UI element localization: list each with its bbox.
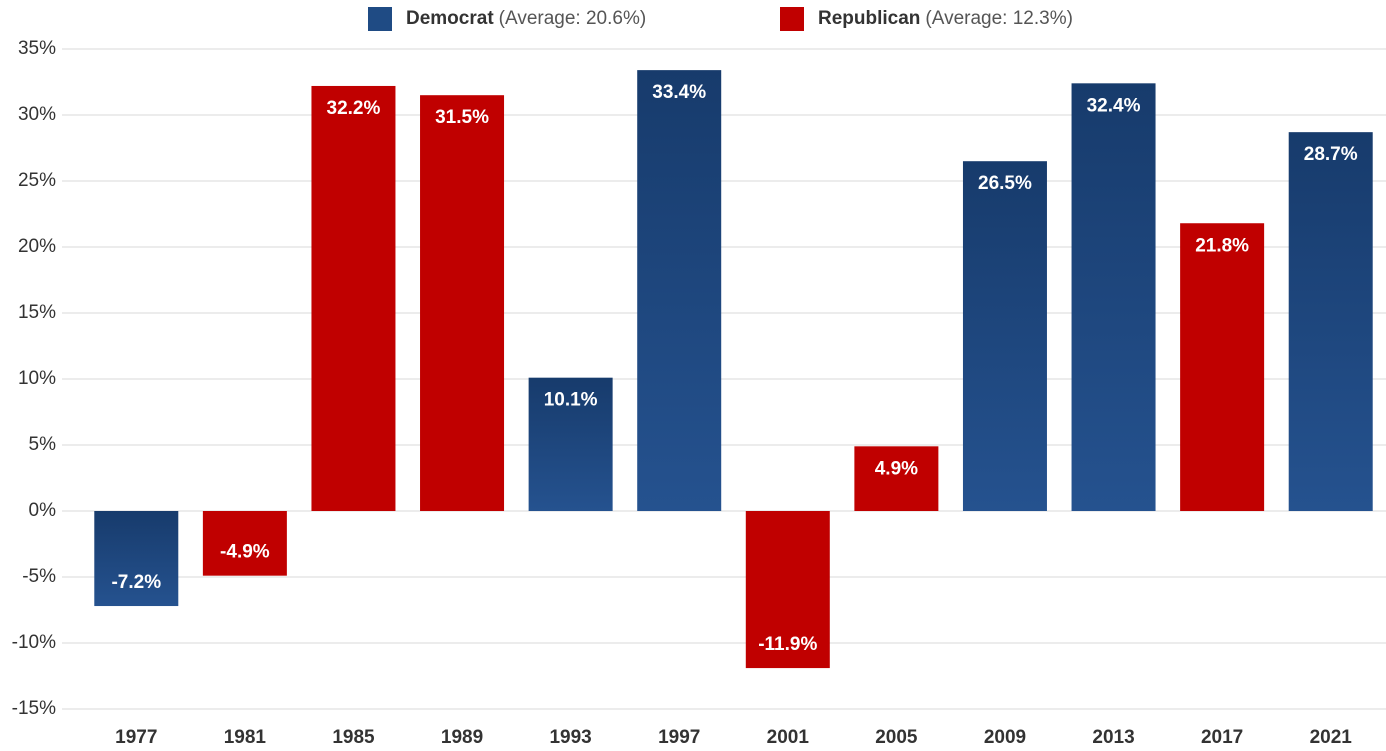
y-tick-label: 20% [18,236,56,257]
bar [1180,223,1265,512]
value-label: -4.9% [220,542,270,563]
y-tick-label: -15% [12,698,56,719]
y-tick-label: 35% [18,38,56,59]
x-tick-label: 2005 [875,727,918,748]
bar [1288,132,1373,511]
value-label: 31.5% [435,107,489,128]
x-tick-label: 2021 [1310,727,1353,748]
y-tick-label: 0% [29,500,57,521]
bar [528,377,613,511]
value-label: 21.8% [1195,235,1249,256]
x-tick-label: 1997 [658,727,700,748]
y-tick-label: 5% [29,434,57,455]
bar [311,85,396,512]
x-tick-label: 2001 [767,727,810,748]
value-label: -7.2% [111,572,161,593]
legend-label: Democrat (Average: 20.6%) [406,8,646,29]
y-tick-label: 25% [18,170,56,191]
x-tick-label: 1993 [549,727,591,748]
value-label: 10.1% [544,390,598,411]
x-tick-label: 2009 [984,727,1026,748]
legend-swatch [368,7,392,31]
value-label: 32.4% [1087,95,1141,116]
value-label: -11.9% [758,634,817,655]
value-label: 4.9% [875,458,918,479]
legend: Democrat (Average: 20.6%) Republican (Avera… [368,7,1073,31]
x-tick-label: 2017 [1201,727,1243,748]
value-label: 32.2% [327,98,381,119]
y-tick-label: -10% [12,632,56,653]
legend-name: Republican [818,8,920,29]
y-tick-label: -5% [22,566,56,587]
bar [854,446,939,511]
legend-average: (Average: 20.6%) [499,8,647,29]
value-label: 28.7% [1304,144,1358,165]
x-tick-label: 1985 [332,727,375,748]
legend-label: Republican (Average: 12.3%) [818,8,1073,29]
legend-swatch [780,7,804,31]
bar [1071,83,1156,511]
bar [202,511,287,576]
x-tick-label: 1981 [224,727,267,748]
legend-name: Democrat [406,8,494,29]
value-label: 26.5% [978,173,1032,194]
bar [420,95,505,511]
value-label: 33.4% [652,82,706,103]
y-tick-label: 15% [18,302,56,323]
y-tick-label: 10% [18,368,56,389]
x-tick-label: 1989 [441,727,483,748]
legend-average: (Average: 12.3%) [925,8,1073,29]
bar [637,70,722,512]
y-tick-label: 30% [18,104,56,125]
x-tick-label: 2013 [1092,727,1134,748]
bar [94,511,179,607]
x-tick-label: 1977 [115,727,157,748]
bar [745,511,830,669]
bar [962,161,1047,511]
